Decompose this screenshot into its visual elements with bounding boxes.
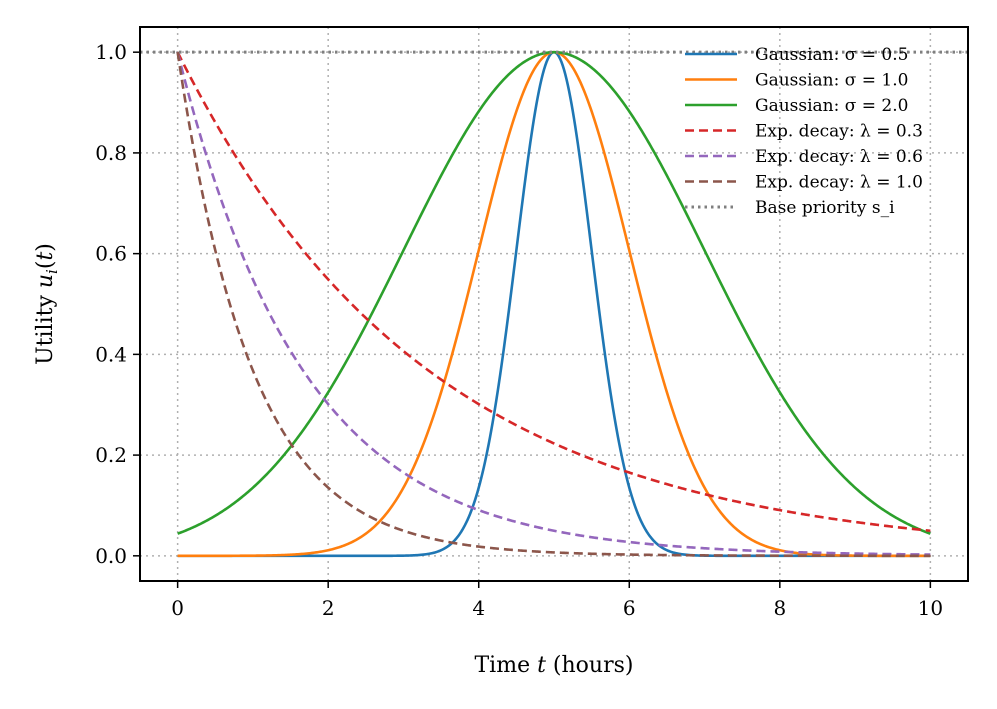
legend-label-5: Exp. decay: λ = 0.6	[755, 147, 923, 167]
legend: Gaussian: σ = 0.5 Gaussian: σ = 1.0 Gaussi…	[685, 45, 923, 218]
x-tick-label: 8	[773, 596, 786, 620]
x-tick-label: 10	[918, 596, 943, 620]
y-tick-label: 0.8	[95, 141, 127, 165]
y-tick-label: 0.4	[95, 342, 127, 366]
x-tick-label: 2	[322, 596, 335, 620]
y-tick-label: 0.6	[95, 242, 127, 266]
y-tick-label: 1.0	[95, 40, 127, 64]
series-line-6	[176, 51, 931, 558]
x-tick-label: 4	[472, 596, 485, 620]
legend-label-7: Base priority s_i	[755, 198, 895, 218]
y-tick-label: 0.0	[95, 544, 127, 568]
x-axis-label: Time t (hours)	[475, 653, 634, 678]
ticks: 0 2 4 6 8 10 0.0 0.2 0.4 0.6 0.8 1.0	[95, 40, 943, 620]
legend-label-1: Gaussian: σ = 0.5	[755, 45, 908, 65]
series-line-5	[176, 51, 931, 556]
legend-label-4: Exp. decay: λ = 0.3	[755, 122, 923, 142]
x-tick-label: 0	[171, 596, 184, 620]
legend-label-2: Gaussian: σ = 1.0	[755, 71, 908, 91]
legend-label-3: Gaussian: σ = 2.0	[755, 96, 908, 116]
plot-frame	[139, 26, 969, 582]
series-line-3	[177, 50, 931, 535]
y-axis-label: Utility ui(t)	[33, 243, 61, 365]
data-lines	[140, 50, 968, 558]
series-line-4	[176, 51, 931, 533]
x-tick-label: 6	[623, 596, 636, 620]
y-tick-label: 0.2	[95, 443, 127, 467]
legend-label-6: Exp. decay: λ = 1.0	[755, 173, 923, 193]
